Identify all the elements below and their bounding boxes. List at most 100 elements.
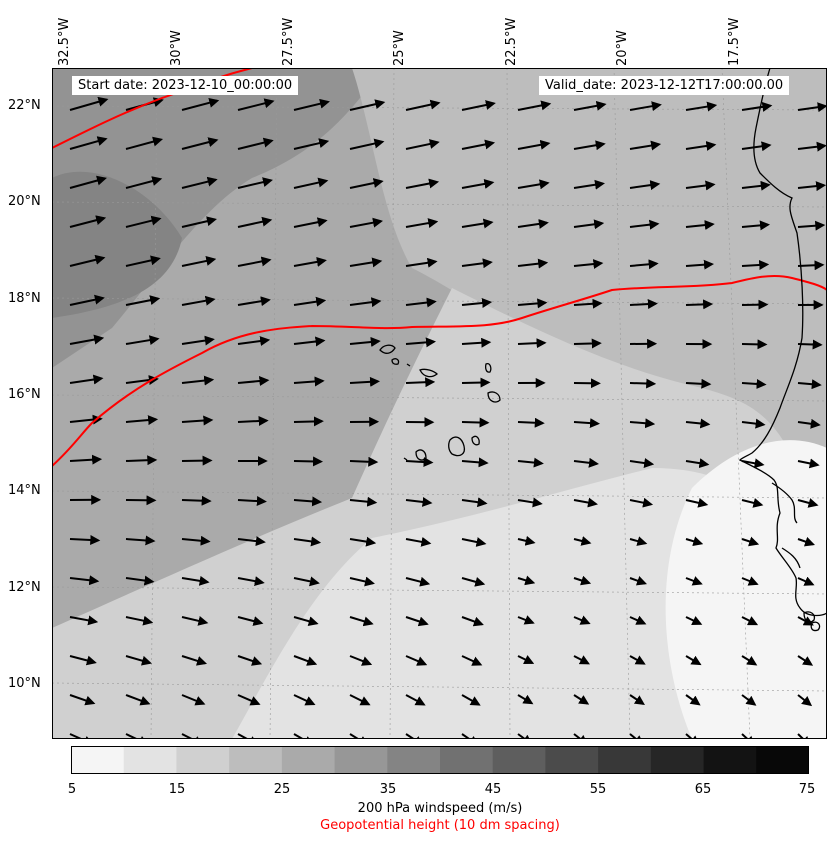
- wind-arrow: [181, 256, 217, 267]
- wind-arrow: [629, 378, 657, 389]
- wind-arrow: [517, 615, 535, 625]
- lon-label-17-5w: 17.5°W: [727, 17, 742, 66]
- wind-arrow: [349, 178, 384, 189]
- wind-arrow: [181, 694, 206, 706]
- wind-arrow: [573, 497, 598, 508]
- wind-arrow: [573, 575, 592, 586]
- wind-arrow: [517, 694, 534, 705]
- wind-arrow: [685, 259, 714, 270]
- colorbar-cell: [176, 746, 230, 774]
- wind-arrow: [293, 694, 316, 706]
- wind-arrow: [125, 535, 156, 546]
- wind-arrow: [69, 96, 109, 111]
- colorbar-cell: [123, 746, 177, 774]
- wind-arrow: [685, 220, 715, 231]
- wind-arrow: [629, 219, 660, 230]
- lon-label-22-5w: 22.5°W: [504, 17, 519, 66]
- wind-arrow: [349, 694, 371, 706]
- colorbar-tick-65: 65: [694, 782, 712, 797]
- wind-arrow: [405, 733, 424, 739]
- wind-arrow: [349, 536, 377, 547]
- wind-arrow: [405, 496, 433, 507]
- wind-arrow: [237, 216, 273, 228]
- wind-arrow: [517, 457, 544, 468]
- wind-arrow: [237, 98, 275, 111]
- wind-arrow: [293, 496, 323, 507]
- wind-arrow: [69, 694, 96, 706]
- wind-arrow: [797, 694, 813, 707]
- wind-arrow: [405, 178, 440, 189]
- start-date-label: Start date: 2023-12-10_00:00:00: [72, 76, 299, 95]
- wind-arrow: [517, 258, 549, 269]
- wind-arrow: [797, 498, 819, 508]
- wind-arrow: [461, 694, 481, 706]
- wind-arrow: [573, 655, 590, 665]
- wind-arrow: [181, 216, 217, 228]
- wind-arrow: [461, 577, 486, 587]
- wind-arrow: [573, 219, 605, 230]
- colorbar-tick-75: 75: [798, 782, 816, 797]
- wind-arrow: [573, 615, 591, 625]
- wind-arrow: [69, 374, 104, 385]
- wind-arrow: [517, 338, 547, 349]
- map-frame: [52, 68, 827, 739]
- wind-arrow: [797, 616, 814, 626]
- wind-arrow: [405, 377, 436, 388]
- wind-arrow: [69, 136, 108, 150]
- colorbar-tick-35: 35: [379, 782, 397, 797]
- wind-arrow: [125, 176, 163, 189]
- coastline: [379, 68, 827, 632]
- wind-arrow: [181, 495, 212, 506]
- wind-arrow: [741, 616, 759, 626]
- wind-arrow: [629, 259, 659, 270]
- wind-arrow: [349, 376, 380, 387]
- wind-arrow: [69, 615, 99, 626]
- geopotential-contour-main: [52, 274, 827, 467]
- wind-arrow: [629, 101, 662, 112]
- windspeed-region-weakest: [665, 440, 827, 739]
- wind-arrow: [125, 136, 164, 150]
- wind-arrow: [685, 418, 711, 429]
- wind-arrow: [629, 299, 658, 310]
- wind-arrow: [461, 100, 496, 111]
- wind-arrow: [349, 99, 386, 111]
- wind-arrow: [237, 177, 273, 189]
- wind-arrow: [797, 181, 827, 192]
- wind-arrow: [405, 257, 438, 268]
- wind-arrow: [349, 217, 383, 228]
- wind-arrow: [181, 655, 208, 666]
- wind-arrow: [741, 339, 768, 350]
- lon-label-25w: 25°W: [392, 30, 407, 66]
- wind-arrow: [573, 338, 602, 349]
- colorbar-tick-25: 25: [273, 782, 291, 797]
- colorbar-cell: [756, 746, 809, 774]
- wind-arrow: [237, 655, 263, 666]
- lat-label-18n: 18°N: [8, 291, 41, 306]
- wind-arrow: [125, 295, 161, 306]
- wind-arrow: [69, 254, 106, 267]
- wind-arrow: [685, 576, 703, 586]
- wind-arrow: [629, 575, 647, 586]
- wind-arrow: [629, 694, 645, 706]
- wind-arrow: [69, 294, 105, 306]
- wind-arrow: [797, 260, 825, 271]
- wind-arrow: [293, 336, 326, 347]
- wind-arrow: [349, 456, 379, 467]
- lat-label-10n: 10°N: [8, 676, 41, 691]
- wind-arrow: [237, 137, 274, 150]
- wind-arrow: [797, 418, 821, 429]
- wind-arrow: [461, 218, 494, 229]
- wind-arrow: [461, 616, 484, 627]
- wind-arrow: [517, 219, 549, 229]
- map-panel: [52, 68, 827, 739]
- wind-arrow: [797, 141, 827, 152]
- colorbar-label: 200 hPa windspeed (m/s): [357, 801, 523, 816]
- wind-arrow: [405, 337, 436, 348]
- wind-arrow: [293, 456, 323, 467]
- wind-arrow: [181, 375, 215, 386]
- wind-arrow: [125, 255, 161, 267]
- wind-arrow: [181, 137, 219, 150]
- wind-arrow: [741, 498, 764, 508]
- wind-arrow: [125, 694, 151, 706]
